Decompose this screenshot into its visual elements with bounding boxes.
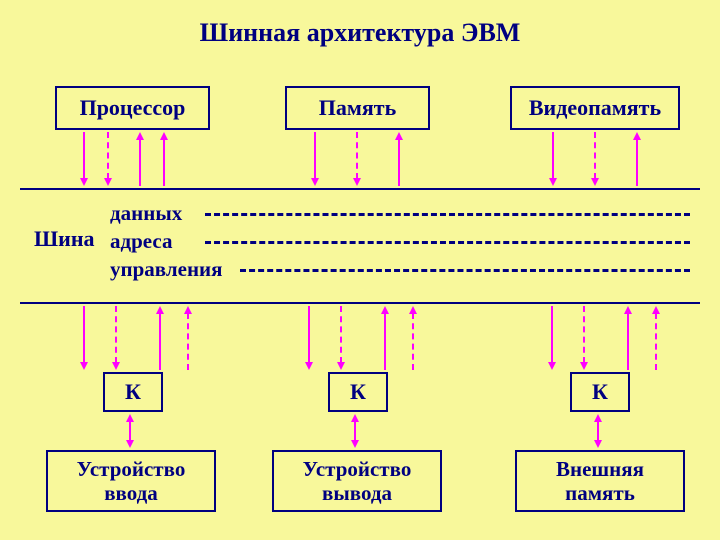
bus-arrow [548,306,556,370]
bus-arrow [184,306,192,370]
bus-arrow [580,306,588,370]
bus-arrow [305,306,313,370]
bus-main-label: Шина [34,226,95,252]
bus-arrow [409,306,417,370]
bus-arrow [104,132,112,186]
bus-arrow [381,306,389,370]
top-component-box: Память [285,86,430,130]
bus-arrow [591,132,599,186]
controller-box: К [570,372,630,412]
controller-box: К [103,372,163,412]
bus-arrow [80,306,88,370]
bus-arrow [594,414,602,448]
bottom-device-box: Внешняя память [515,450,685,512]
bottom-device-box: Устройство ввода [46,450,216,512]
bus-arrow [126,414,134,448]
bus-arrow [337,306,345,370]
bus-line-label: управления [110,257,223,282]
bus-arrow [633,132,641,186]
bus-arrow [624,306,632,370]
bus-top-line [20,188,700,190]
bus-arrow [351,414,359,448]
diagram-title: Шинная архитектура ЭВМ [0,18,720,48]
bus-arrow [156,306,164,370]
bus-arrow [80,132,88,186]
bus-dashed-line [240,269,690,272]
bus-line-label: данных [110,201,182,226]
bus-dashed-line [205,241,690,244]
bus-line-label: адреса [110,229,172,254]
bus-arrow [652,306,660,370]
bus-arrow [311,132,319,186]
bottom-device-box: Устройство вывода [272,450,442,512]
bus-arrow [353,132,361,186]
bus-arrow [395,132,403,186]
top-component-box: Процессор [55,86,210,130]
bus-dashed-line [205,213,690,216]
bus-arrow [549,132,557,186]
bus-arrow [160,132,168,186]
bus-bottom-line [20,302,700,304]
bus-arrow [136,132,144,186]
controller-box: К [328,372,388,412]
bus-arrow [112,306,120,370]
top-component-box: Видеопамять [510,86,680,130]
